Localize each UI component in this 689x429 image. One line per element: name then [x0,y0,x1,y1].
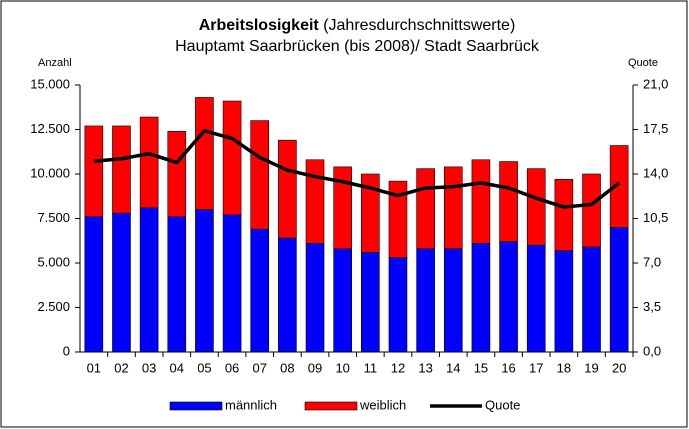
bar-segment [499,161,518,242]
y-tick-label: 5.000 [37,254,70,269]
x-tick-label: 14 [446,360,460,375]
x-tick-label: 07 [252,360,266,375]
y2-tick-label: 0,0 [643,343,661,358]
bar-segment [139,116,159,209]
y2-axis-label: Quote [628,57,658,69]
bar-segment [416,248,435,353]
bar-segment [471,243,491,353]
bar-segment [361,173,380,253]
x-tick-label: 08 [280,360,294,375]
x-tick-label: 12 [391,360,405,375]
y-tick-label: 7.500 [37,210,70,225]
y-tick-label: 2.500 [37,299,70,314]
y2-tick-label: 7,0 [643,254,661,269]
x-tick-label: 05 [197,360,211,375]
chart-title-note: (Jahresdurchschnittswerte) [323,17,515,34]
bar-segment [139,207,159,353]
bar-segment [222,214,242,353]
x-tick-label: 20 [612,360,626,375]
bar-segment [278,139,297,239]
bar-segment [305,159,325,244]
bar-segment [195,97,214,210]
bar-segment [305,243,325,353]
bar-segment [526,168,546,246]
x-tick-label: 01 [87,360,101,375]
bar-segment [195,209,214,353]
bar-segment [609,145,629,228]
bar-segment [333,248,352,353]
x-tick-label: 18 [557,360,571,375]
bar-segment [582,173,601,248]
x-tick-label: 03 [142,360,156,375]
x-tick-label: 04 [170,360,184,375]
x-tick-label: 16 [501,360,515,375]
y2-tick-label: 3,5 [643,299,661,314]
chart-subtitle: Hauptamt Saarbrücken (bis 2008)/ Stadt S… [175,38,540,55]
legend-label: männlich [225,397,277,412]
bar-segment [167,130,187,218]
x-tick-label: 02 [114,360,128,375]
x-tick-label: 19 [584,360,598,375]
legend-swatch [304,401,358,411]
bar-segment [84,216,104,353]
bar-segment [388,257,408,353]
y2-tick-label: 17,5 [643,121,668,136]
bar-segment [443,166,463,250]
bar-segment [167,216,187,353]
bar-segment [416,168,435,250]
bar-segment [554,250,574,353]
bar-segment [582,246,601,353]
bar-segment [333,166,352,250]
bar-segment [278,237,297,353]
legend-swatch [169,401,223,411]
bar-segment [222,100,242,216]
bar-segment [471,159,491,244]
x-tick-label: 17 [529,360,543,375]
y2-tick-label: 21,0 [643,76,668,91]
bar-segment [388,180,408,258]
quote-line [93,129,621,209]
bar-segment [609,227,629,353]
bar-segment [250,228,270,353]
bar-segment [250,120,270,230]
bar-segment [526,244,546,353]
y2-tick-label: 14,0 [643,165,668,180]
y-tick-label: 0 [63,343,70,358]
x-tick-label: 06 [225,360,239,375]
bar-segment [499,241,518,353]
bar-segment [554,179,574,251]
bar-segment [112,125,131,214]
y2-tick-label: 10,5 [643,210,668,225]
y-tick-label: 15.000 [30,76,70,91]
y-axis-label: Anzahl [38,57,72,69]
x-tick-label: 13 [418,360,432,375]
x-tick-label: 15 [474,360,488,375]
y-tick-label: 10.000 [30,165,70,180]
bar-segment [112,212,131,353]
x-tick-label: 10 [335,360,349,375]
chart-title-line: Arbeitslosigkeit (Jahresdurchschnittswer… [199,17,516,34]
legend-label: Quote [485,397,520,412]
bar-segment [361,252,380,353]
bar-segment [84,125,104,218]
y-tick-label: 12.500 [30,121,70,136]
x-tick-label: 09 [308,360,322,375]
legend-label: weiblich [359,397,406,412]
x-tick-label: 11 [364,360,378,375]
bar-segment [443,248,463,353]
chart-title: Arbeitslosigkeit [199,17,320,34]
